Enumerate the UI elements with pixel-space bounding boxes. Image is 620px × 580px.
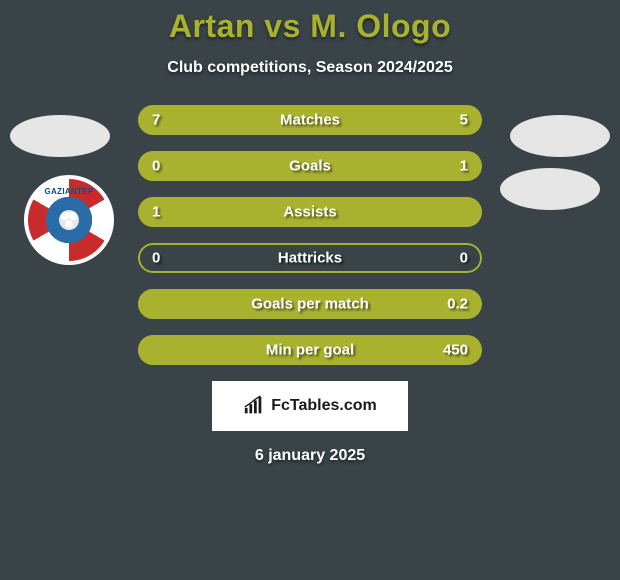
stat-value-right: 0.2 (447, 296, 468, 313)
stat-bar: 7 Matches 5 (138, 105, 482, 135)
club-badge-left: GAZIANTEP (24, 175, 114, 265)
stat-bar: Goals per match 0.2 (138, 289, 482, 319)
stat-label: Matches (280, 112, 340, 129)
club-badge-right (500, 168, 600, 210)
player-avatar-left (10, 115, 110, 157)
stat-label: Min per goal (266, 342, 354, 359)
stat-bar: 1 Assists (138, 197, 482, 227)
bar-chart-icon (243, 395, 265, 417)
date-text: 6 january 2025 (0, 447, 620, 465)
stat-bar: 0 Hattricks 0 (138, 243, 482, 273)
stat-value-left: 7 (152, 112, 160, 129)
stat-value-right: 1 (460, 158, 468, 175)
subtitle: Club competitions, Season 2024/2025 (0, 59, 620, 77)
stat-value-right: 0 (460, 250, 468, 267)
stat-value-left: 0 (152, 250, 160, 267)
player-avatar-right (510, 115, 610, 157)
stat-value-right: 5 (460, 112, 468, 129)
stat-label: Assists (283, 204, 336, 221)
stat-value-left: 0 (152, 158, 160, 175)
comparison-bars: 7 Matches 5 0 Goals 1 1 Assists 0 Hattricks 0 Goals… (138, 105, 482, 365)
footer-brand-text: FcTables.com (271, 397, 377, 415)
page-title: Artan vs M. Ologo (0, 8, 620, 45)
stat-bar: 0 Goals 1 (138, 151, 482, 181)
stat-label: Goals (289, 158, 331, 175)
soccer-ball-icon (59, 210, 79, 230)
club-badge-left-text: GAZIANTEP (28, 187, 110, 196)
footer-brand-pill[interactable]: FcTables.com (212, 381, 408, 431)
stat-bar: Min per goal 450 (138, 335, 482, 365)
stat-value-right: 450 (443, 342, 468, 359)
stat-value-left: 1 (152, 204, 160, 221)
stat-label: Hattricks (278, 250, 342, 267)
club-badge-left-inner (46, 197, 92, 243)
stat-label: Goals per match (251, 296, 369, 313)
